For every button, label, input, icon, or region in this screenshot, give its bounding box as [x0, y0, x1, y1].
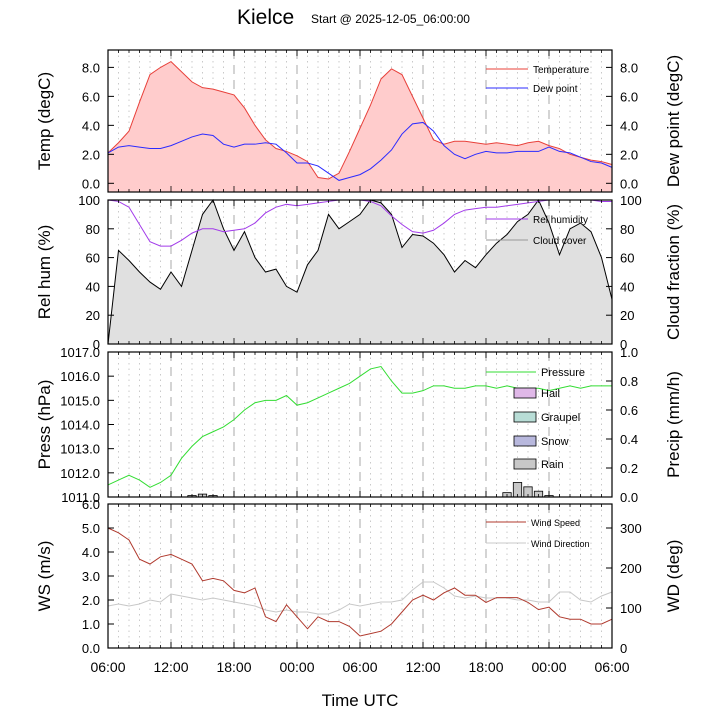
xtick-label: 00:00: [279, 659, 314, 675]
temperature-area: [108, 61, 612, 193]
legend-dewpoint-label: Dew point: [533, 84, 578, 95]
ytick-label-left: 3.0: [82, 569, 100, 584]
xtick-label: 18:00: [216, 659, 251, 675]
xtick-label: 12:00: [153, 659, 188, 675]
legend-hail-swatch: [513, 387, 537, 399]
wind-direction-line: [107, 581, 613, 615]
ytick-label-right: 0: [620, 337, 627, 352]
chart-subtitle: Start @ 2025-12-05_06:00:00: [311, 12, 470, 26]
ylabel-right: Cloud fraction (%): [664, 204, 683, 340]
legend-wind-direction-label: Wind Direction: [531, 539, 590, 549]
text-layer: 0.0 0.0 2.0 2.0 4.0 4.0 6.0 6.0 8.0 8.0 Temp (degC…: [35, 55, 683, 710]
ytick-label-left: 1013.0: [60, 442, 100, 457]
cloud-line: [107, 198, 613, 345]
ytick-label-right: 6.0: [620, 89, 638, 104]
ytick-label-left: 4.0: [82, 118, 100, 133]
ytick-label-left: 0.0: [82, 176, 100, 191]
dewpoint-line: [107, 121, 613, 181]
data-layer: [107, 60, 613, 637]
ytick-label-left: 0: [93, 337, 100, 352]
ytick-label-right: 20: [620, 308, 634, 323]
legend-rain-label: Rain: [541, 459, 564, 471]
legend-snow-label: Snow: [541, 436, 569, 448]
ytick-label-right: 300: [620, 521, 642, 536]
ytick-label-left: 80: [86, 222, 100, 237]
ytick-label-right: 100: [620, 193, 642, 208]
ytick-label-left: 2.0: [82, 147, 100, 162]
ytick-label-right: 1.0: [620, 345, 638, 360]
ytick-label-left: 6.0: [82, 497, 100, 512]
ytick-label-left: 40: [86, 279, 100, 294]
ytick-label-left: 60: [86, 251, 100, 266]
legend-graupel-swatch: [513, 411, 537, 423]
ytick-label-right: 0.0: [620, 490, 638, 505]
ytick-label-left: 1016.0: [60, 369, 100, 384]
legend-rain-swatch: [513, 458, 537, 470]
ytick-label-left: 1015.0: [60, 393, 100, 408]
ylabel-right: WD (deg): [664, 540, 683, 613]
ytick-label-left: 100: [78, 193, 100, 208]
ytick-label-right: 60: [620, 251, 634, 266]
ylabel-left: WS (m/s): [35, 541, 54, 612]
xtick-label: 06:00: [594, 659, 629, 675]
xtick-label: 00:00: [531, 659, 566, 675]
ytick-label-right: 40: [620, 279, 634, 294]
ylabel-left: Press (hPa): [35, 380, 54, 470]
legend-snow-swatch: [513, 435, 537, 447]
xtick-label: 12:00: [405, 659, 440, 675]
ytick-label-right: 0.8: [620, 374, 638, 389]
ytick-label-right: 0: [620, 641, 627, 656]
ytick-label-right: 8.0: [620, 60, 638, 75]
xtick-label: 18:00: [468, 659, 503, 675]
ytick-label-right: 200: [620, 561, 642, 576]
ytick-label-right: 4.0: [620, 118, 638, 133]
xtick-label: 06:00: [90, 659, 125, 675]
ytick-label-left: 2.0: [82, 593, 100, 608]
ytick-label-right: 100: [620, 601, 642, 616]
cloud-area: [108, 200, 612, 344]
ytick-label-left: 1017.0: [60, 345, 100, 360]
ytick-label-right: 0.4: [620, 432, 638, 447]
chart-title: Kielce: [237, 6, 295, 29]
ytick-label-right: 80: [620, 222, 634, 237]
ytick-label-right: 0.2: [620, 461, 638, 476]
xtick-label: 06:00: [342, 659, 377, 675]
legend-graupel-label: Graupel: [541, 412, 580, 424]
ytick-label-left: 8.0: [82, 60, 100, 75]
ylabel-left: Rel hum (%): [35, 225, 54, 319]
ytick-label-right: 2.0: [620, 147, 638, 162]
legend-wind-speed-label: Wind Speed: [531, 518, 580, 528]
temperature-line: [107, 60, 613, 180]
legend-hail-label: Hail: [541, 388, 560, 400]
ytick-label-left: 5.0: [82, 521, 100, 536]
legend-humidity-label: Rel humidity: [533, 215, 588, 226]
ytick-label-left: 4.0: [82, 545, 100, 560]
ytick-label-left: 0.0: [82, 641, 100, 656]
ylabel-left: Temp (degC): [35, 72, 54, 170]
legend-cloud-label: Cloud cover: [533, 236, 587, 247]
ylabel-right: Dew point (degC): [664, 55, 683, 187]
ylabel-right: Precip (mm/h): [664, 371, 683, 478]
ytick-label-left: 20: [86, 308, 100, 323]
wind-speed-line: [107, 527, 613, 637]
ytick-label-right: 0.6: [620, 403, 638, 418]
ytick-label-right: 0.0: [620, 176, 638, 191]
ytick-label-left: 6.0: [82, 89, 100, 104]
ytick-label-left: 1014.0: [60, 418, 100, 433]
legend-temperature-label: Temperature: [533, 65, 590, 76]
frame-layer: [107, 49, 613, 649]
ytick-label-left: 1.0: [82, 617, 100, 632]
xaxis-label: Time UTC: [322, 691, 399, 710]
title-row: Kielce Start @ 2025-12-05_06:00:00: [0, 6, 720, 36]
ytick-label-left: 1011.0: [61, 490, 100, 505]
legend-pressure-label: Pressure: [541, 367, 585, 379]
ytick-label-left: 1012.0: [60, 466, 100, 481]
